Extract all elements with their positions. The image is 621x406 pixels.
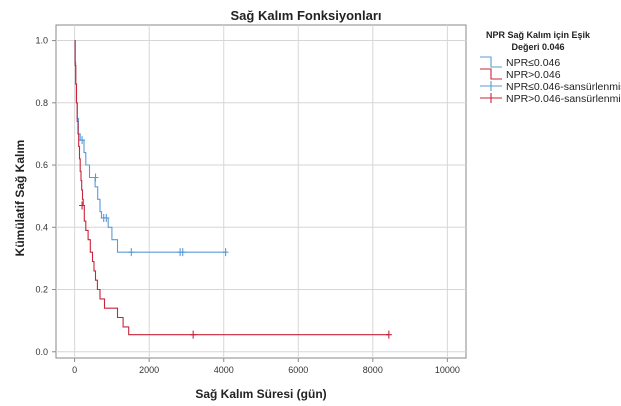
legend-line-swatch — [480, 68, 502, 80]
legend-title-line1: NPR Sağ Kalım için Eşik — [486, 30, 591, 40]
series-line-npr-high — [74, 40, 389, 336]
censor-mark-npr-low — [128, 248, 135, 257]
censor-mark-npr-high — [79, 201, 86, 210]
x-tick-label: 4000 — [214, 365, 234, 375]
legend-title-line2: Değeri 0.046 — [511, 42, 564, 52]
chart-title: Sağ Kalım Fonksiyonları — [231, 8, 382, 23]
plot-area: 0 2000 4000 6000 8000 10000 0.0 0.2 0.4 0.6 0.8 1.… — [35, 24, 467, 375]
censor-mark-npr-low — [103, 213, 110, 222]
y-tick-label: 1.0 — [35, 36, 48, 46]
x-tick-label: 8000 — [363, 365, 383, 375]
legend: NPR Sağ Kalım için Eşik Değeri 0.046 NPR… — [480, 30, 621, 105]
y-tick-label: 0.6 — [35, 160, 48, 170]
series-layer — [74, 40, 392, 339]
x-tick-label: 2000 — [139, 365, 159, 375]
y-tick-label: 0.0 — [35, 347, 48, 357]
censor-mark-npr-high — [190, 330, 197, 339]
x-tick-label: 0 — [72, 365, 77, 375]
censor-mark-npr-high — [385, 330, 392, 339]
y-tick-label: 0.2 — [35, 285, 48, 295]
y-axis-ticks: 0.0 0.2 0.4 0.6 0.8 1.0 — [35, 36, 56, 357]
x-axis-ticks: 0 2000 4000 6000 8000 10000 — [72, 358, 460, 375]
legend-entry-label: NPR>0.046-sansürlenmiş — [506, 93, 621, 105]
censor-mark-npr-low — [92, 173, 99, 182]
x-tick-label: 10000 — [435, 365, 460, 375]
plot-frame — [55, 24, 467, 359]
censor-mark-npr-low — [179, 248, 186, 257]
censor-mark-npr-low — [222, 248, 229, 257]
x-tick-label: 6000 — [288, 365, 308, 375]
legend-entry-label: NPR>0.046 — [506, 69, 561, 81]
legend-entries: NPR≤0.046NPR>0.046NPR≤0.046-sansürlenmiş… — [480, 56, 621, 105]
legend-entry-label: NPR≤0.046 — [506, 57, 560, 69]
y-axis-label: Kümülatif Sağ Kalım — [13, 140, 27, 257]
grid-lines — [56, 25, 466, 358]
censor-mark-npr-low — [79, 136, 86, 145]
legend-line-swatch — [480, 56, 502, 68]
y-tick-label: 0.4 — [35, 222, 48, 232]
legend-censor-swatch — [480, 93, 502, 103]
legend-entry-label: NPR≤0.046-sansürlenmiş — [506, 81, 621, 93]
x-axis-label: Sağ Kalım Süresi (gün) — [195, 387, 326, 401]
y-tick-label: 0.8 — [35, 98, 48, 108]
legend-censor-swatch — [480, 81, 502, 91]
